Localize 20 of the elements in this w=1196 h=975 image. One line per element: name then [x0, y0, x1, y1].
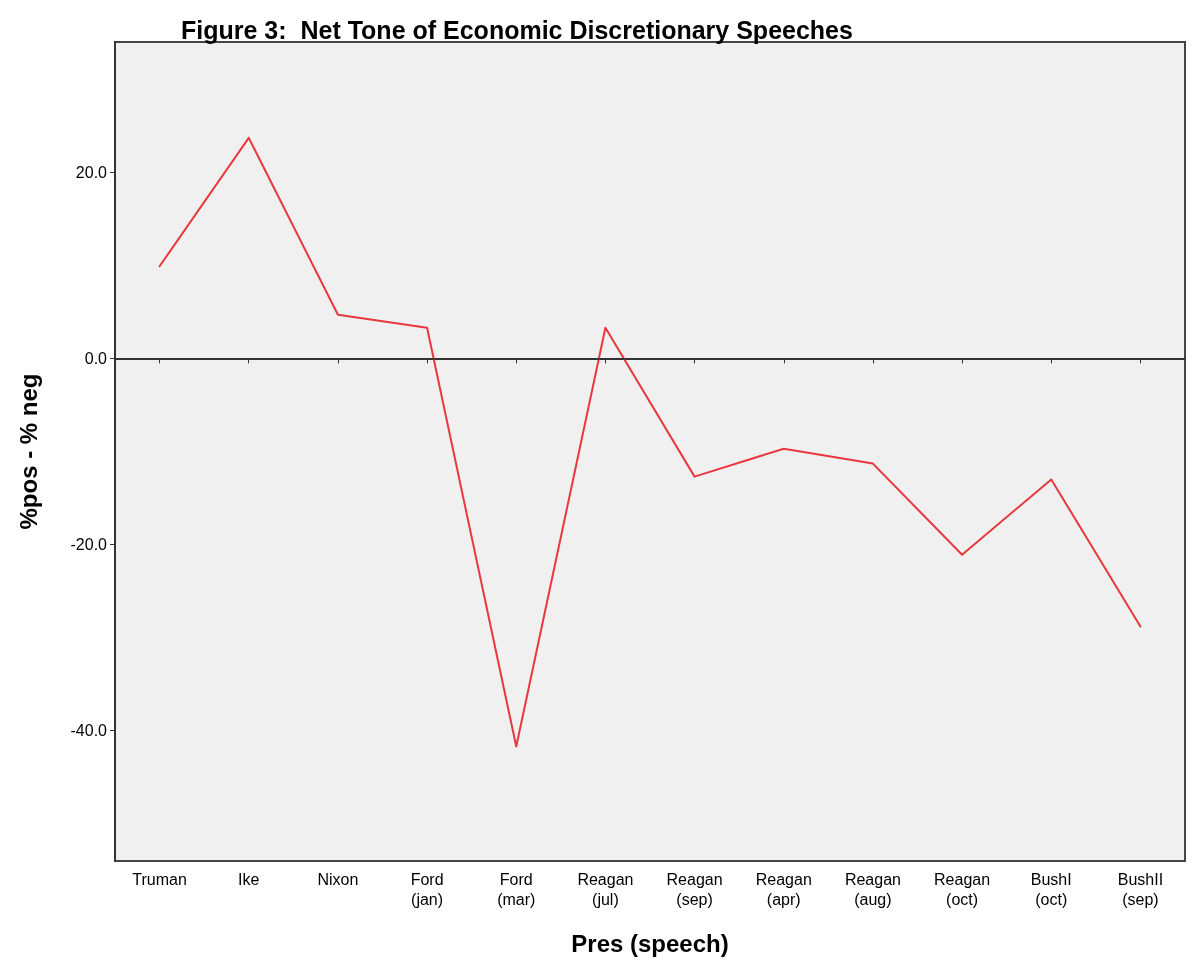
y-tick-label: -40.0	[70, 722, 108, 740]
y-axis-title: %pos - % neg	[14, 373, 42, 530]
x-tick-label: Reagan (oct)	[934, 870, 991, 908]
x-tick-label: BushI (oct)	[1030, 870, 1072, 908]
y-tick-label: 20.0	[75, 163, 108, 181]
x-tick-label: Reagan (apr)	[755, 870, 812, 908]
chart-title: Figure 3: Net Tone of Economic Discretionary Speeches	[181, 15, 853, 44]
x-tick-label: Reagan (sep)	[666, 870, 723, 908]
x-tick-label: Ford (mar)	[497, 870, 536, 908]
line-series	[158, 136, 1142, 748]
x-axis-title: Pres (speech)	[571, 929, 729, 957]
x-tick-label: Truman	[132, 870, 187, 888]
x-tick-label: Reagan (jul)	[577, 870, 634, 908]
x-tick-label: Reagan (aug)	[844, 870, 901, 908]
x-tick-label: Ike	[238, 870, 260, 888]
x-tick-label: BushII (sep)	[1117, 870, 1164, 908]
y-tick-label: -20.0	[70, 536, 108, 554]
x-tick-label: Ford (jan)	[410, 870, 444, 908]
y-tick-label: 0.0	[84, 349, 108, 367]
x-tick-label: Nixon	[317, 870, 359, 888]
